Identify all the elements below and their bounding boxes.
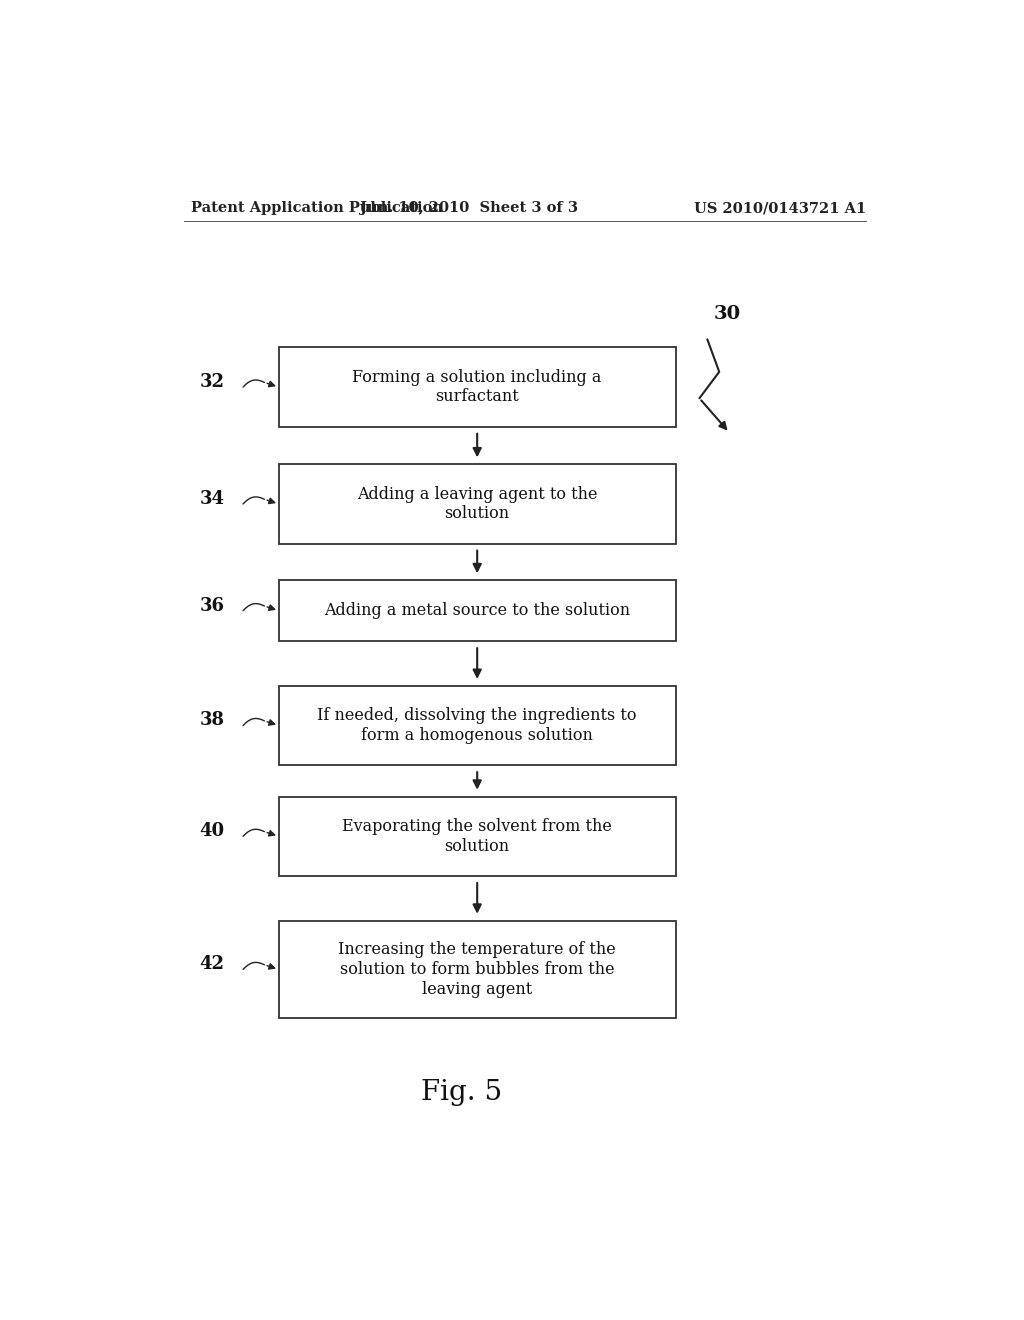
Text: If needed, dissolving the ingredients to
form a homogenous solution: If needed, dissolving the ingredients to…	[317, 708, 637, 744]
Text: 36: 36	[200, 597, 224, 615]
Text: Fig. 5: Fig. 5	[421, 1078, 502, 1106]
Text: US 2010/0143721 A1: US 2010/0143721 A1	[694, 201, 866, 215]
Text: Jun. 10, 2010  Sheet 3 of 3: Jun. 10, 2010 Sheet 3 of 3	[360, 201, 579, 215]
Text: Adding a leaving agent to the
solution: Adding a leaving agent to the solution	[357, 486, 597, 523]
Bar	[279, 797, 676, 876]
Text: 30: 30	[714, 305, 740, 323]
Bar	[279, 347, 676, 426]
Bar	[279, 465, 676, 544]
Text: 40: 40	[200, 822, 224, 841]
Text: 34: 34	[200, 490, 224, 508]
Text: Increasing the temperature of the
solution to form bubbles from the
leaving agen: Increasing the temperature of the soluti…	[338, 941, 616, 998]
Bar	[279, 921, 676, 1018]
Bar	[279, 686, 676, 766]
Bar	[279, 581, 676, 642]
Text: Patent Application Publication: Patent Application Publication	[191, 201, 443, 215]
Text: 38: 38	[200, 711, 224, 730]
Text: 42: 42	[200, 956, 224, 973]
Text: Adding a metal source to the solution: Adding a metal source to the solution	[325, 602, 630, 619]
Text: Forming a solution including a
surfactant: Forming a solution including a surfactan…	[352, 368, 602, 405]
Text: Evaporating the solvent from the
solution: Evaporating the solvent from the solutio…	[342, 818, 612, 854]
Text: 32: 32	[200, 374, 224, 391]
